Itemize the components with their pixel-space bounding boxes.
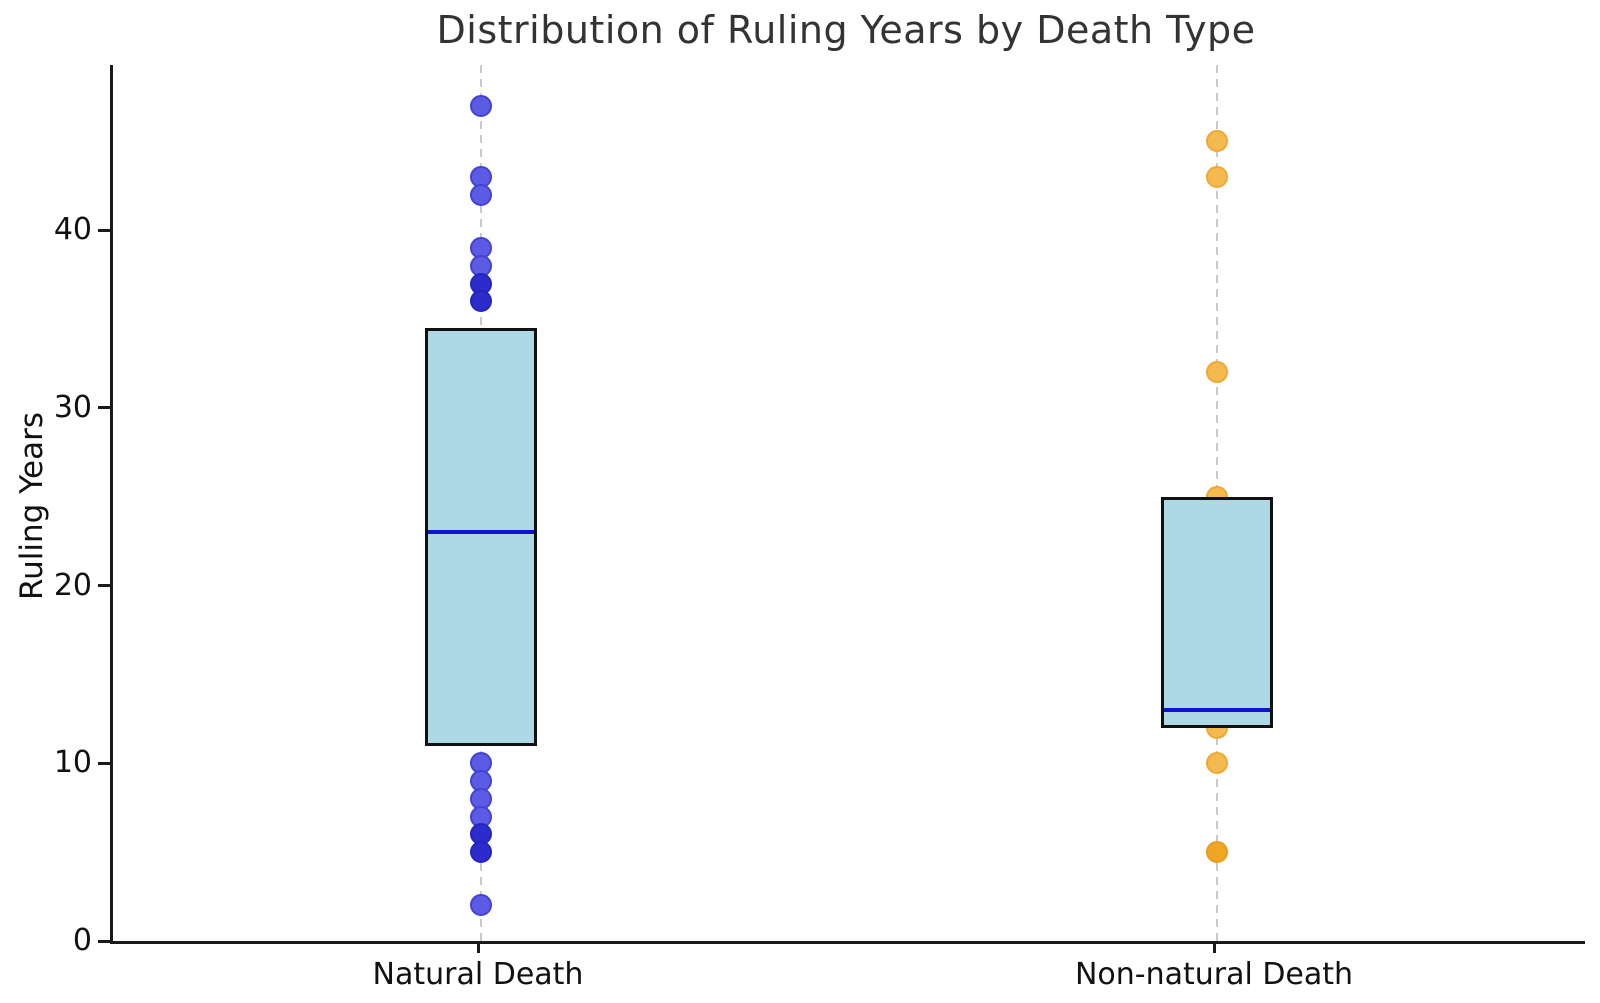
x-tick-mark — [476, 941, 480, 953]
box-iqr — [425, 327, 537, 746]
chart-title: Distribution of Ruling Years by Death Ty… — [436, 8, 1256, 52]
x-tick-label: Natural Death — [372, 957, 584, 992]
y-tick-mark — [98, 584, 110, 588]
box-layer — [113, 65, 1585, 941]
x-tick-label: Non-natural Death — [1074, 957, 1354, 992]
y-tick-mark — [98, 761, 110, 765]
scatter-point — [470, 290, 492, 313]
scatter-point — [470, 94, 492, 117]
y-tick-mark — [98, 406, 110, 410]
scatter-point — [1206, 361, 1228, 384]
y-tick-mark — [98, 228, 110, 232]
median-line — [1164, 708, 1270, 712]
y-tick-label: 20 — [53, 567, 92, 603]
scatter-point — [1206, 752, 1228, 775]
x-tick-mark — [1212, 941, 1216, 953]
y-tick-label: 0 — [72, 923, 92, 958]
median-line — [428, 530, 534, 535]
scatter-point — [470, 183, 492, 206]
scatter-layer — [113, 65, 1585, 941]
y-tick-label: 10 — [53, 745, 92, 781]
y-tick-label: 40 — [53, 212, 92, 248]
scatter-point — [1206, 841, 1228, 864]
scatter-point — [1206, 130, 1228, 153]
box-iqr — [1161, 496, 1273, 728]
plot-area — [110, 65, 1585, 944]
scatter-point — [470, 841, 492, 864]
y-tick-label: 30 — [53, 389, 92, 425]
scatter-point — [470, 894, 492, 917]
y-tick-mark — [98, 939, 110, 943]
scatter-point — [1206, 165, 1228, 188]
